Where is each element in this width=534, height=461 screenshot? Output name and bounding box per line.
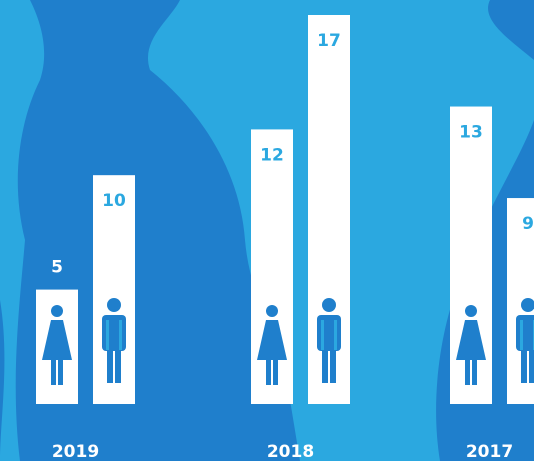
male-icon — [529, 345, 534, 383]
male-icon — [107, 345, 113, 383]
male-icon — [334, 320, 337, 350]
male-icon — [321, 320, 324, 350]
male-icon — [119, 320, 122, 350]
male-icon — [520, 320, 523, 350]
chart: 2019 5 10 2018 12 17 2017 13 9 — [0, 0, 534, 461]
female-icon — [465, 305, 477, 317]
bar — [251, 129, 293, 404]
female-icon — [51, 305, 63, 317]
female-icon — [266, 305, 278, 317]
female-icon — [472, 360, 477, 385]
x-tick-label: 2018 — [267, 442, 314, 461]
value-label: 13 — [459, 123, 483, 143]
x-tick-label: 2019 — [52, 442, 99, 461]
value-label: 5 — [51, 258, 63, 278]
male-icon — [107, 298, 121, 312]
value-label: 9 — [522, 214, 534, 234]
male-icon — [521, 345, 527, 383]
male-icon — [106, 320, 109, 350]
female-icon — [266, 360, 271, 385]
female-icon — [51, 360, 56, 385]
male-icon — [322, 345, 328, 383]
male-icon — [322, 298, 336, 312]
male-icon — [102, 315, 126, 351]
male-icon — [115, 345, 121, 383]
page: 2019510201812172017139 (() => { const da… — [0, 0, 534, 461]
value-label: 10 — [102, 191, 126, 211]
value-label: 17 — [317, 31, 341, 51]
female-icon — [58, 360, 63, 385]
female-icon — [465, 360, 470, 385]
male-icon — [317, 315, 341, 351]
female-icon — [273, 360, 278, 385]
x-tick-label: 2017 — [466, 442, 513, 461]
value-label: 12 — [260, 145, 284, 165]
male-icon — [330, 345, 336, 383]
